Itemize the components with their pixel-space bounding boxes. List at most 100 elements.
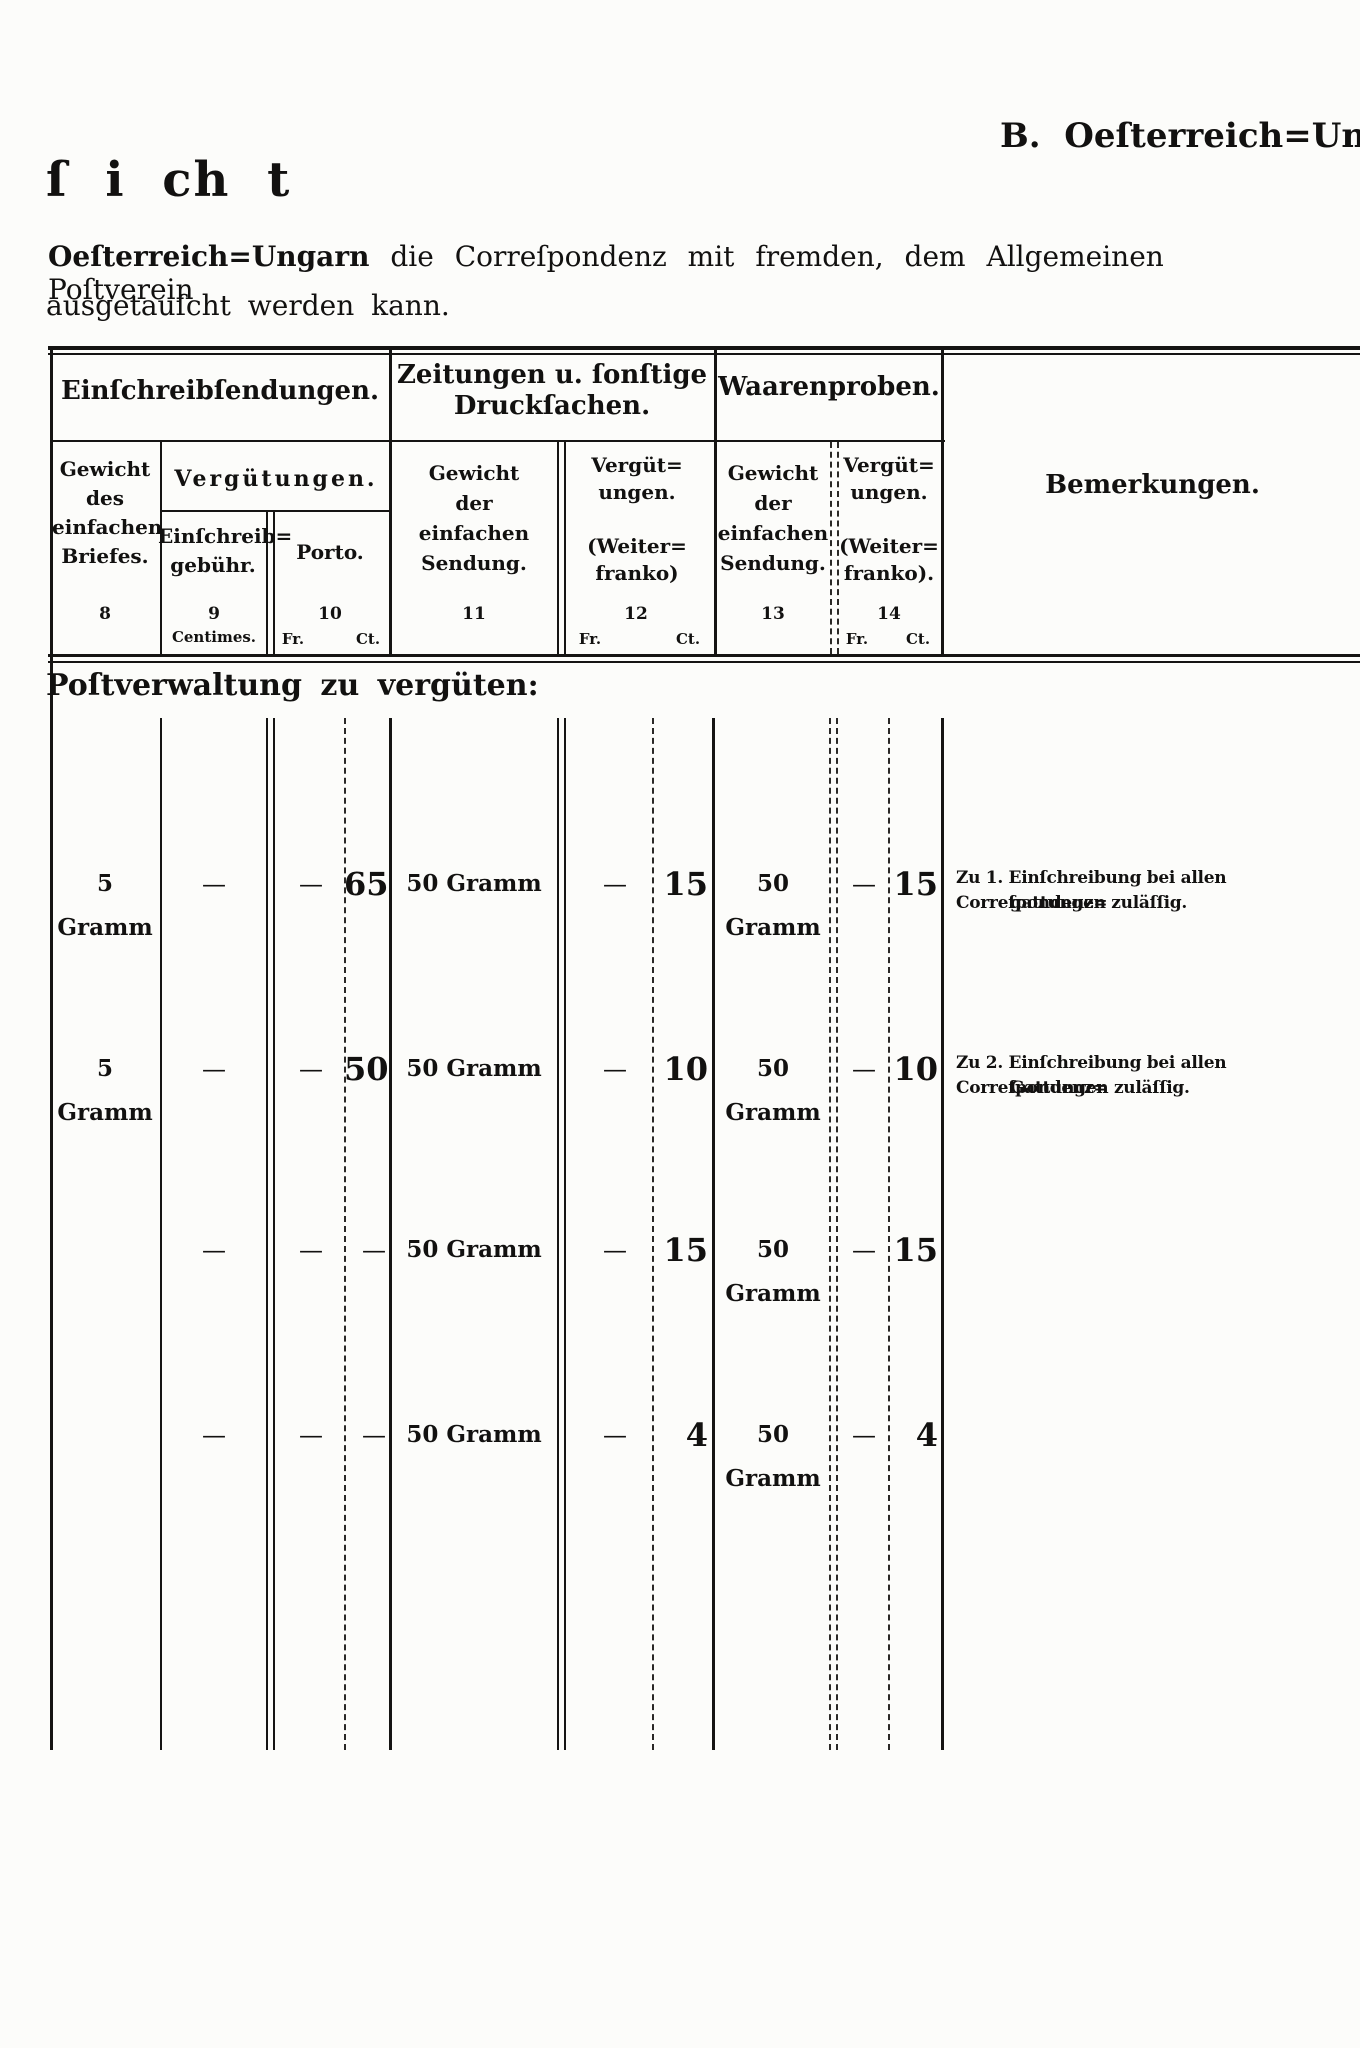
header-bottom-rule-thin <box>48 661 1360 663</box>
table-row: 5 Gramm — — 65 50 Gramm — 15 50 Gramm — … <box>0 862 1360 941</box>
cell-zeitung-fr: — <box>603 1421 627 1449</box>
cell-waaren-gewicht: 50 Gramm <box>725 1421 821 1492</box>
table-row: — — — 50 Gramm — 15 50 Gramm — 15 <box>0 1228 1360 1307</box>
group-header-waarenproben: Waarenproben. <box>718 372 940 402</box>
cell-gebuehr: — <box>202 1055 226 1083</box>
remark-line-2: gattungen zuläſſig. <box>1010 893 1187 913</box>
column-number-12: 12 <box>624 604 648 624</box>
cell-weight <box>52 1228 158 1274</box>
column-header-einschreibgebuehr: Einſchreib= gebühr. <box>158 524 293 577</box>
cell-zeitung-gewicht: 50 Gramm <box>406 1055 542 1082</box>
header-divider-col11-col12 <box>557 442 566 654</box>
body-divider-col9-col10 <box>266 718 275 1750</box>
column-number-14: 14 <box>877 604 901 624</box>
group-header-einschreibsendungen: Einſchreibſendungen. <box>60 376 380 406</box>
cell-zeitung-gewicht: 50 Gramm <box>406 1421 542 1448</box>
rule-under-verguetungen <box>162 510 390 512</box>
column-header-verguetung-waaren: Vergüt= ungen. (Weiter= franko). <box>839 453 939 585</box>
body-divider-zeitungen-fr-ct <box>652 718 654 1750</box>
column-header-verguetungen: Vergütungen. <box>174 466 378 492</box>
intro-lead: Oeſterreich=Ungarn <box>48 240 370 273</box>
cell-waaren-ct: 10 <box>893 1050 938 1088</box>
cell-gebuehr: — <box>202 1236 226 1264</box>
group-header-zeitungen-drucksachen: Zeitungen u. ſonſtige Druckſachen. <box>396 360 708 421</box>
section-label-postverwaltung: Poſtverwaltung zu vergüten: <box>46 668 539 703</box>
body-divider-col13-col14 <box>829 718 838 1750</box>
column-unit-porto-fr: Fr. <box>281 630 305 648</box>
body-group-divider-waaren-bemerkungen <box>941 718 944 1750</box>
remark-line-1: Zu 1. Einſchreibung bei allen Correſpond… <box>956 868 1227 913</box>
cell-zeitung-fr: — <box>603 1055 627 1083</box>
body-divider-porto-fr-ct <box>344 718 346 1750</box>
cell-porto-fr: — <box>299 1055 323 1083</box>
cell-waaren-ct: 15 <box>893 865 938 903</box>
cell-zeitung-fr: — <box>603 1236 627 1264</box>
header-group-divider-waaren-bemerkungen <box>941 346 944 654</box>
header-bottom-rule-thick <box>48 654 1360 657</box>
body-divider-col8-col9 <box>160 718 162 1750</box>
cell-waaren-gewicht: 50 Gramm <box>725 1236 821 1307</box>
header-group-divider-einschreib-zeitungen <box>389 346 392 654</box>
cell-zeitung-ct: 15 <box>663 865 708 903</box>
cell-porto-ct: 65 <box>344 865 389 903</box>
header-divider-col9-col10 <box>266 512 275 654</box>
cell-weight: 5 Gramm <box>57 1055 153 1126</box>
column-number-8: 8 <box>99 604 111 624</box>
cell-waaren-gewicht: 50 Gramm <box>725 870 821 941</box>
header-divider-col13-col14 <box>830 442 839 654</box>
cell-porto-ct: — <box>362 1421 386 1449</box>
table-row: 5 Gramm — — 50 50 Gramm — 10 50 Gramm — … <box>0 1047 1360 1126</box>
cell-waaren-fr: — <box>852 1421 876 1449</box>
column-header-gewicht-waaren: Gewicht der einfachen Sendung. <box>717 461 829 575</box>
cell-gebuehr: — <box>202 1421 226 1449</box>
column-header-gewicht-briefes: Gewicht des einfachen Briefes. <box>52 457 163 568</box>
cell-zeitung-ct: 15 <box>663 1231 708 1269</box>
body-divider-col11-col12 <box>557 718 566 1750</box>
cell-waaren-fr: — <box>852 870 876 898</box>
column-header-porto: Porto. <box>296 540 364 564</box>
column-unit-porto-ct: Ct. <box>355 630 381 648</box>
cell-waaren-fr: — <box>852 1055 876 1083</box>
header-divider-col8-col9 <box>160 442 162 654</box>
column-header-verguetung-zeitung: Vergüt= ungen. (Weiter= franko) <box>587 453 687 585</box>
cell-zeitung-gewicht: 50 Gramm <box>406 1236 542 1263</box>
cell-waaren-ct: 15 <box>893 1231 938 1269</box>
header-group-divider-zeitungen-waaren <box>714 346 717 654</box>
body-group-divider-zeitungen-waaren <box>712 718 715 1750</box>
cell-zeitung-gewicht: 50 Gramm <box>406 870 542 897</box>
cell-weight <box>52 1413 158 1459</box>
remark-line-2: Gattungen zuläſſig. <box>1010 1078 1190 1098</box>
rule-under-group-headers <box>50 440 945 442</box>
cell-waaren-ct: 4 <box>915 1416 938 1454</box>
cell-porto-ct: — <box>362 1236 386 1264</box>
column-header-gewicht-zeitung: Gewicht der einfachen Sendung. <box>418 461 530 575</box>
cell-zeitung-ct: 4 <box>685 1416 708 1454</box>
table-left-border <box>50 346 53 1750</box>
intro-line-1: Oeſterreich=Ungarn die Correſpondenz mit… <box>48 240 1288 306</box>
body-divider-waaren-fr-ct <box>888 718 890 1750</box>
column-number-11: 11 <box>462 604 486 624</box>
remark-line-1: Zu 2. Einſchreibung bei allen Correſpond… <box>956 1053 1227 1098</box>
intro-line-2: ausgetauſcht werden kann. <box>46 289 450 322</box>
cell-weight: 5 Gramm <box>57 870 153 941</box>
column-unit-waaren-ct: Ct. <box>905 630 931 648</box>
column-number-9: 9 <box>208 604 220 624</box>
cell-porto-fr: — <box>299 1421 323 1449</box>
cell-porto-fr: — <box>299 1236 323 1264</box>
column-unit-zeitung-fr: Fr. <box>578 630 602 648</box>
cell-porto-ct: 50 <box>344 1050 389 1088</box>
column-unit-centimes: Centimes. <box>171 628 257 646</box>
cell-zeitung-fr: — <box>603 870 627 898</box>
column-unit-waaren-fr: Fr. <box>845 630 869 648</box>
cell-gebuehr: — <box>202 870 226 898</box>
column-number-13: 13 <box>761 604 785 624</box>
table-row: — — — 50 Gramm — 4 50 Gramm — 4 <box>0 1413 1360 1492</box>
group-header-bemerkungen: Bemerkungen. <box>1045 470 1260 500</box>
page-title-fragment: ſ i ch t <box>46 152 292 208</box>
intro-rest: die Correſpondenz mit fremden, dem Allge… <box>48 240 1164 306</box>
column-number-10: 10 <box>318 604 342 624</box>
body-group-divider-einschreib-zeitungen <box>389 718 392 1750</box>
running-header: B. Oeſterreich=Ungarn. <box>1000 116 1360 156</box>
table-top-rule-thin <box>48 353 1360 355</box>
